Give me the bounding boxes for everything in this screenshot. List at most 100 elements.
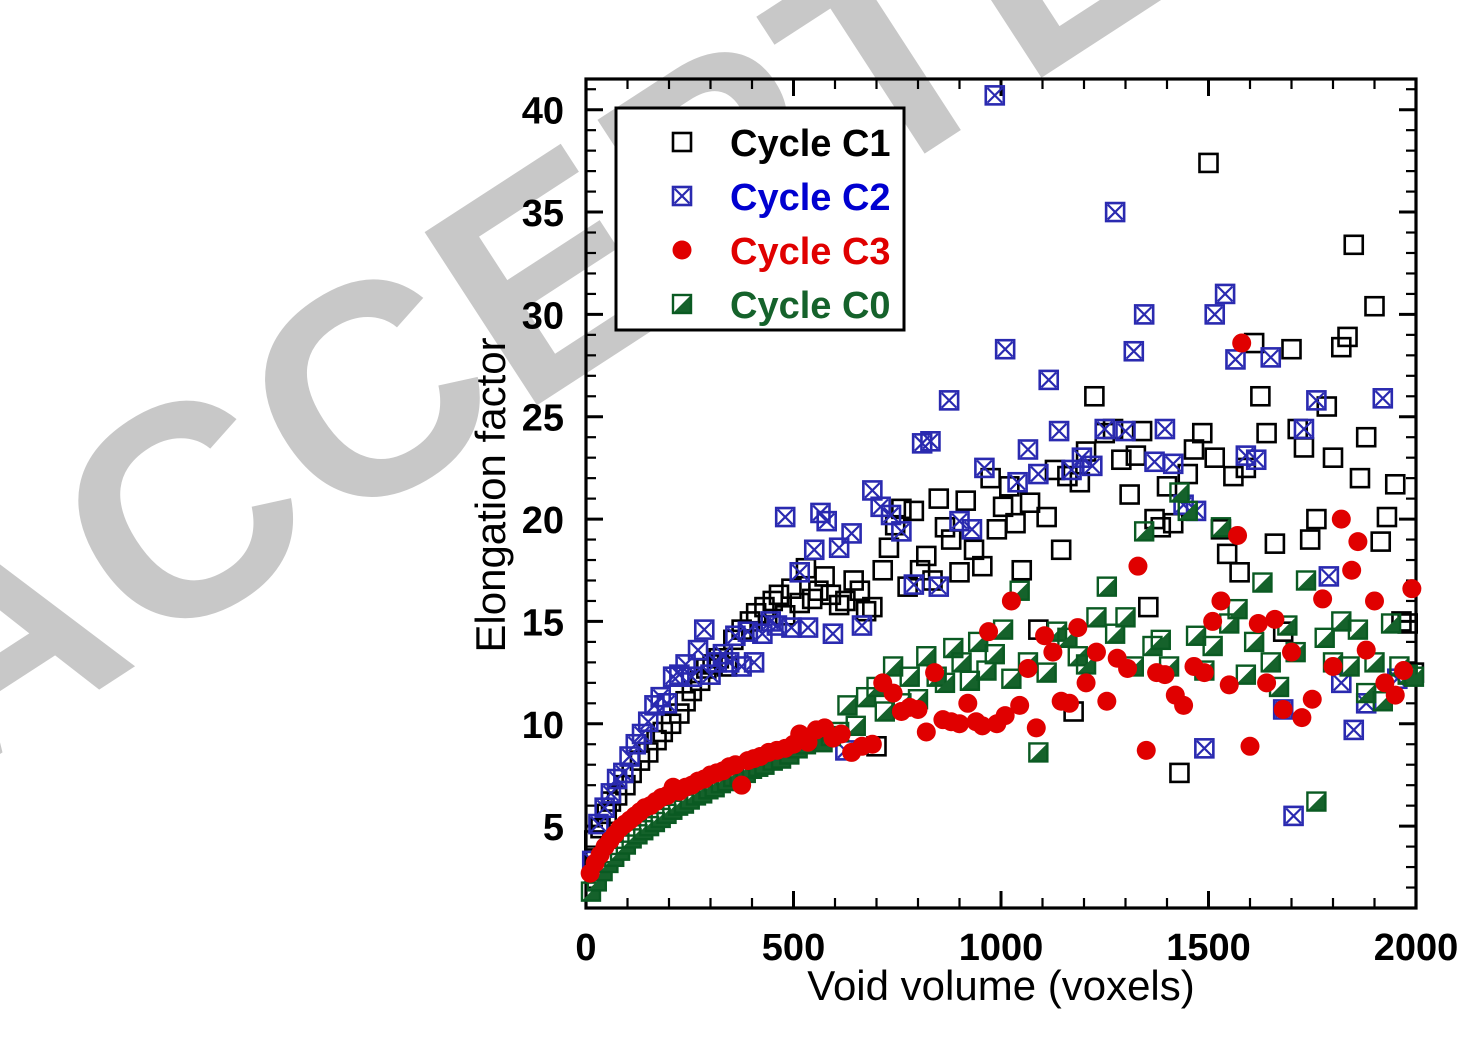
data-point	[1273, 699, 1293, 719]
data-point	[1198, 152, 1219, 174]
data-point	[1299, 529, 1321, 550]
legend-item-cycle-c0[interactable]: Cycle C0	[671, 285, 891, 327]
data-point	[841, 523, 862, 544]
data-point	[797, 617, 819, 638]
x-tick-label: 500	[762, 927, 825, 969]
data-point	[1138, 596, 1159, 618]
data-point	[1174, 695, 1194, 715]
data-point	[1257, 673, 1277, 693]
data-point	[1082, 455, 1103, 477]
data-point	[1136, 740, 1156, 760]
data-point	[789, 592, 811, 614]
data-point	[1019, 492, 1041, 514]
data-point	[1096, 576, 1118, 597]
data-point	[1265, 609, 1285, 629]
data-point	[1005, 512, 1026, 534]
data-point	[1001, 591, 1021, 611]
data-point	[816, 510, 838, 532]
data-point	[1281, 338, 1302, 360]
data-point	[1293, 418, 1315, 440]
data-point	[1007, 471, 1028, 493]
data-point	[1084, 385, 1105, 407]
data-point	[950, 714, 969, 734]
data-point	[1323, 656, 1343, 676]
data-point	[1245, 449, 1267, 471]
data-point	[1204, 447, 1226, 468]
data-point	[1068, 618, 1088, 638]
data-point	[1343, 234, 1365, 256]
data-point	[1306, 390, 1327, 411]
data-point	[656, 693, 678, 714]
data-point	[1219, 675, 1239, 695]
y-tick-label: 10	[522, 705, 564, 747]
data-point	[992, 496, 1014, 518]
data-point	[955, 490, 977, 511]
data-point	[1384, 473, 1406, 495]
data-point	[1123, 340, 1145, 362]
data-point	[1097, 691, 1117, 711]
data-point	[1035, 626, 1055, 646]
series-cycle-c3	[580, 333, 1422, 883]
legend-item-cycle-c2[interactable]: Cycle C2	[671, 177, 891, 219]
data-point	[1364, 295, 1385, 317]
legend-label: Cycle C3	[730, 231, 891, 273]
data-point	[1001, 668, 1022, 689]
data-point	[1036, 662, 1057, 683]
data-point	[882, 656, 904, 677]
data-point	[974, 457, 995, 479]
data-point	[1169, 762, 1190, 784]
data-point	[1316, 396, 1338, 417]
data-point	[1214, 283, 1236, 305]
legend-background	[614, 106, 906, 332]
data-point	[1017, 439, 1039, 460]
data-point	[1260, 347, 1282, 368]
data-point	[862, 596, 883, 618]
data-point	[1356, 640, 1376, 660]
data-point	[851, 615, 873, 636]
data-points-layer	[580, 85, 1425, 902]
data-point	[1162, 512, 1184, 534]
data-point	[1154, 418, 1176, 440]
data-point	[1342, 560, 1362, 580]
data-point	[1240, 736, 1260, 756]
data-point	[1243, 631, 1265, 653]
data-point	[1355, 426, 1377, 448]
data-point	[1086, 607, 1107, 628]
data-point	[903, 500, 925, 522]
data-point	[1150, 629, 1171, 651]
data-point	[781, 617, 802, 638]
legend-item-cycle-c1[interactable]: Cycle C1	[671, 123, 891, 165]
data-point	[984, 643, 1005, 665]
data-point	[1216, 543, 1238, 565]
data-point	[1194, 663, 1214, 683]
legend-item-cycle-c3[interactable]: Cycle C3	[672, 231, 891, 273]
data-point	[671, 131, 693, 153]
data-point	[1185, 625, 1207, 646]
data-point	[1376, 506, 1398, 528]
data-point	[1372, 388, 1394, 409]
data-point	[880, 504, 902, 526]
data-point	[1365, 591, 1384, 611]
data-point	[961, 519, 983, 540]
data-point	[1204, 304, 1226, 325]
legend: Cycle C1 Cycle C2 Cycle C3 Cycle C0	[614, 106, 906, 332]
data-point	[1094, 418, 1116, 440]
data-point	[1250, 385, 1271, 407]
data-point	[1086, 642, 1106, 662]
data-point	[1225, 349, 1246, 370]
data-point	[1115, 607, 1136, 628]
data-point	[1391, 611, 1412, 632]
data-point	[1128, 556, 1148, 576]
data-point	[743, 652, 765, 673]
data-point	[1194, 738, 1215, 759]
x-tick-label: 1500	[1166, 927, 1251, 969]
legend-label: Cycle C0	[730, 285, 891, 327]
data-point	[1177, 500, 1198, 522]
data-point	[1202, 635, 1223, 657]
data-point	[903, 574, 925, 595]
data-point	[700, 664, 721, 685]
data-point	[916, 646, 937, 667]
data-point	[1292, 708, 1312, 728]
